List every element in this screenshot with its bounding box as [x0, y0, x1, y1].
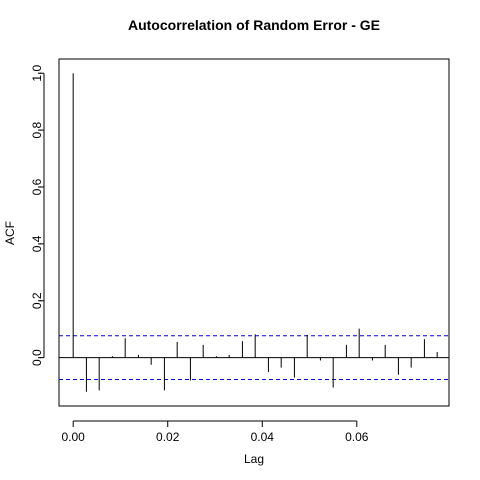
chart-title: Autocorrelation of Random Error - GE — [128, 17, 380, 33]
x-tick-label: 0.02 — [156, 430, 180, 444]
y-tick-label: 0.8 — [30, 121, 44, 138]
x-tick-label: 0.04 — [251, 430, 275, 444]
y-axis-label: ACF — [3, 221, 17, 245]
x-axis-label: Lag — [244, 452, 264, 466]
x-tick-label: 0.06 — [345, 430, 369, 444]
y-tick-label: 0.0 — [30, 349, 44, 366]
x-tick-label: 0.00 — [62, 430, 86, 444]
y-tick-label: 0.2 — [30, 292, 44, 309]
y-tick-label: 0.6 — [30, 178, 44, 195]
y-tick-label: 1.0 — [30, 65, 44, 82]
y-tick-label: 0.4 — [30, 235, 44, 252]
x-axis: 0.00 0.02 0.04 0.06 — [62, 421, 369, 444]
plot-frame — [59, 59, 449, 406]
y-axis: 0.0 0.2 0.4 0.6 0.8 1.0 — [30, 65, 44, 366]
acf-bars — [73, 73, 437, 392]
